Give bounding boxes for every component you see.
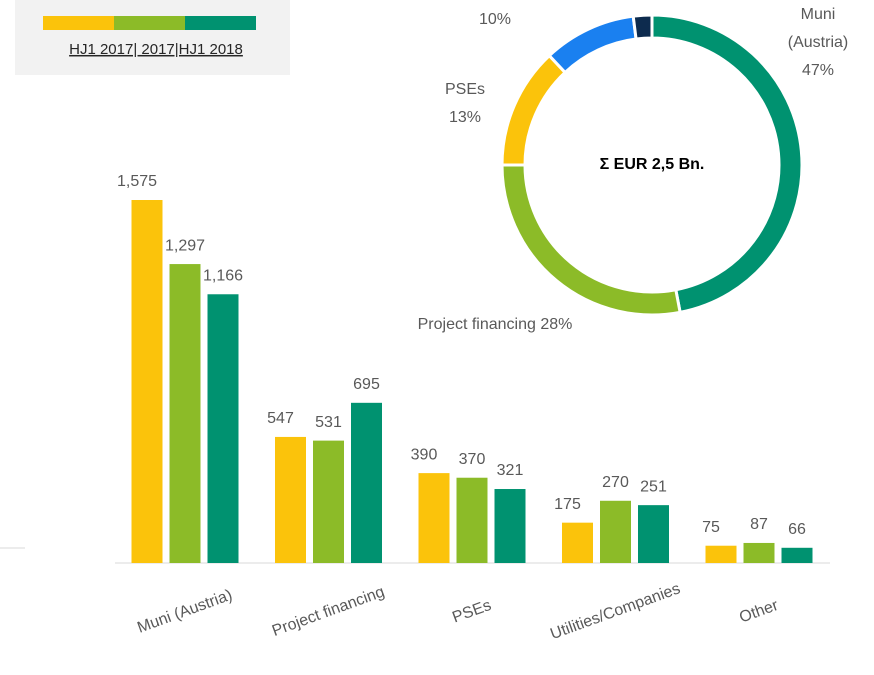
donut-label: Muni (Austria) 47% xyxy=(778,1,858,85)
data-label: 75 xyxy=(702,519,720,536)
x-tick-label: Utilities/Companies xyxy=(548,580,682,643)
donut-label: Utilities/Companies10% xyxy=(395,0,595,34)
donut-label-name: Project financing xyxy=(417,316,536,333)
donut-label-value: 28% xyxy=(540,316,573,333)
x-tick-label: Other xyxy=(737,597,781,627)
donut-label-name: PSEs xyxy=(444,81,485,98)
bar xyxy=(207,294,239,563)
bar xyxy=(418,473,450,563)
data-label: 547 xyxy=(267,410,294,427)
data-label: 270 xyxy=(602,474,629,491)
bar xyxy=(781,547,813,563)
legend-box xyxy=(15,0,290,75)
data-label: 695 xyxy=(353,376,380,393)
data-label: 251 xyxy=(640,478,667,495)
data-label: 531 xyxy=(315,414,342,431)
donut-label-name: Muni (Austria) xyxy=(787,6,849,51)
donut-segment xyxy=(500,163,682,317)
bar xyxy=(600,500,631,563)
data-label: 175 xyxy=(554,496,581,513)
donut-label: PSEs 13% xyxy=(425,76,505,132)
legend-swatch xyxy=(185,16,256,30)
bar xyxy=(562,522,593,563)
bar xyxy=(169,264,201,563)
bar xyxy=(275,436,306,563)
donut-segment xyxy=(631,13,654,41)
bar xyxy=(131,200,163,563)
data-label: 390 xyxy=(411,446,438,463)
data-label: 321 xyxy=(497,462,524,479)
x-tick-label: Muni (Austria) xyxy=(135,587,234,637)
legend-label: HJ1 2017| 2017|HJ1 2018 xyxy=(69,41,243,58)
donut-label: Project financing 28% xyxy=(370,311,620,339)
donut-segment xyxy=(500,53,568,167)
bar xyxy=(351,402,382,563)
data-label: 1,575 xyxy=(117,173,157,190)
legend-swatch xyxy=(43,16,114,30)
donut-label-value: 47% xyxy=(801,62,835,79)
bar xyxy=(638,505,669,563)
legend-swatch xyxy=(114,16,185,30)
x-tick-label: PSEs xyxy=(450,597,493,627)
bar xyxy=(456,477,488,563)
data-label: 87 xyxy=(750,516,768,533)
donut-center-label: Σ EUR 2,5 Bn. xyxy=(600,156,705,173)
bar xyxy=(313,440,344,563)
data-label: 66 xyxy=(788,521,806,538)
data-label: 1,297 xyxy=(165,237,205,254)
data-label: 1,166 xyxy=(203,267,243,284)
bar xyxy=(494,489,526,563)
bar xyxy=(705,545,737,563)
bar xyxy=(743,542,775,563)
donut-label-value: 10% xyxy=(478,11,512,28)
donut-label-value: 13% xyxy=(448,109,482,126)
x-tick-label: Project financing xyxy=(270,584,387,640)
data-label: 370 xyxy=(459,451,486,468)
